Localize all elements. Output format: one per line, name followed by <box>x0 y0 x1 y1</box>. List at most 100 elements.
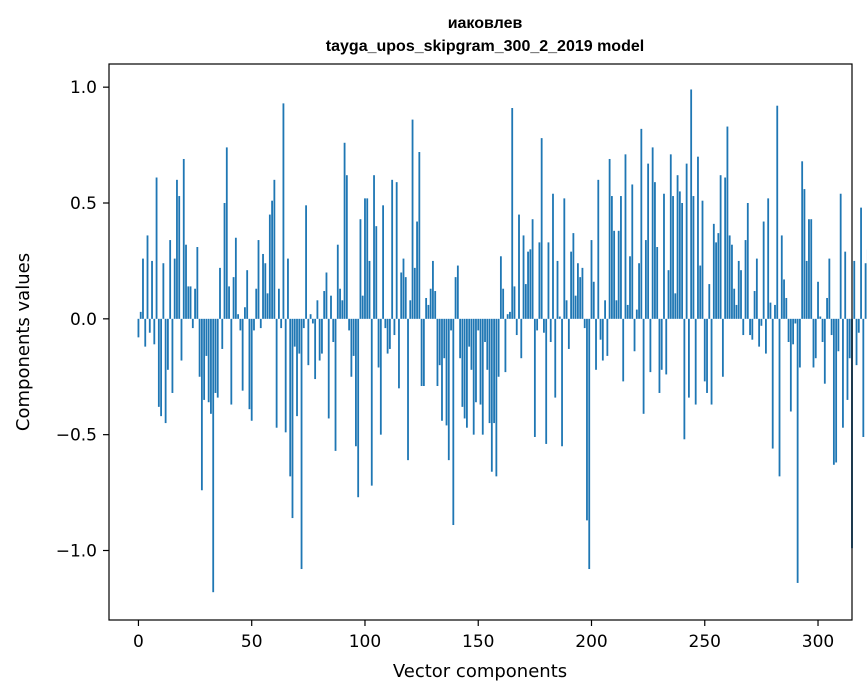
bar <box>785 297 788 319</box>
bar <box>477 318 480 331</box>
bar <box>615 300 618 319</box>
bar <box>780 235 783 319</box>
bar <box>230 318 233 405</box>
bar <box>810 219 813 319</box>
bar <box>169 240 172 319</box>
bar <box>565 300 568 319</box>
bar <box>264 263 267 319</box>
bar <box>182 158 185 319</box>
bar <box>379 318 382 435</box>
bar <box>574 295 577 319</box>
bar <box>355 318 357 447</box>
bar <box>459 318 462 359</box>
bar <box>617 230 620 319</box>
bar <box>314 318 317 380</box>
bar <box>479 318 482 405</box>
bar <box>151 260 153 319</box>
bar <box>656 247 659 319</box>
bar <box>219 267 221 319</box>
bar <box>284 318 287 433</box>
bar <box>472 318 475 435</box>
bar <box>511 108 514 319</box>
bar <box>166 318 169 370</box>
bar <box>422 318 425 387</box>
bar <box>737 260 740 319</box>
x-tick-label: 100 <box>349 632 381 652</box>
bar <box>669 154 672 319</box>
bar <box>839 193 842 319</box>
bar <box>382 205 384 319</box>
bar <box>207 318 210 403</box>
bar <box>343 142 346 319</box>
bar <box>212 318 215 593</box>
x-tick-label: 50 <box>241 632 263 652</box>
bar <box>404 277 407 319</box>
y-axis-label: Components values <box>13 253 34 431</box>
bar <box>728 235 731 319</box>
bar <box>735 304 738 319</box>
bar <box>368 260 371 319</box>
bar <box>255 288 258 319</box>
bar <box>293 318 296 347</box>
bar <box>547 242 550 319</box>
bar <box>432 260 434 319</box>
bar <box>194 288 196 319</box>
bar <box>635 309 638 319</box>
bar <box>407 318 409 461</box>
bar <box>475 318 477 403</box>
bar <box>420 318 423 387</box>
bar <box>497 318 500 377</box>
bar <box>450 318 452 331</box>
bar <box>466 318 468 428</box>
bar <box>690 89 693 319</box>
bar <box>513 286 516 319</box>
bar <box>694 318 697 405</box>
bar <box>658 318 661 393</box>
bar <box>445 318 448 426</box>
bar <box>744 240 747 319</box>
bar <box>334 318 337 451</box>
bar <box>413 267 416 319</box>
bar <box>398 318 400 389</box>
bar <box>504 318 507 373</box>
bar <box>604 300 606 319</box>
bar <box>681 203 684 319</box>
y-tick-label: 1.0 <box>70 78 97 98</box>
bar <box>760 318 763 326</box>
plot-area-frame <box>108 63 853 621</box>
bar <box>588 318 591 570</box>
bar <box>185 244 187 319</box>
bar <box>855 318 858 366</box>
bar <box>144 318 147 347</box>
bar <box>277 288 280 319</box>
bar <box>348 318 351 331</box>
bar <box>300 318 303 570</box>
bar <box>250 318 253 421</box>
bar <box>468 318 471 347</box>
bar <box>558 316 561 319</box>
bar <box>801 161 804 319</box>
bar <box>817 281 819 319</box>
bar <box>164 318 167 424</box>
bar <box>608 158 611 319</box>
bar <box>531 219 534 319</box>
bar <box>427 304 430 319</box>
bar <box>232 277 235 319</box>
bar <box>400 272 403 319</box>
x-tick-label: 150 <box>462 632 494 652</box>
bar <box>178 196 181 319</box>
bar <box>509 311 511 319</box>
bar <box>463 318 466 419</box>
bar <box>803 189 806 319</box>
x-tick-label: 300 <box>802 632 834 652</box>
bar <box>341 300 344 319</box>
bar <box>461 318 464 407</box>
bar <box>359 219 362 319</box>
bar <box>327 318 330 419</box>
bar <box>733 288 736 319</box>
bar <box>595 318 597 370</box>
bar <box>454 277 457 319</box>
bar <box>798 318 801 368</box>
bar <box>765 318 767 354</box>
